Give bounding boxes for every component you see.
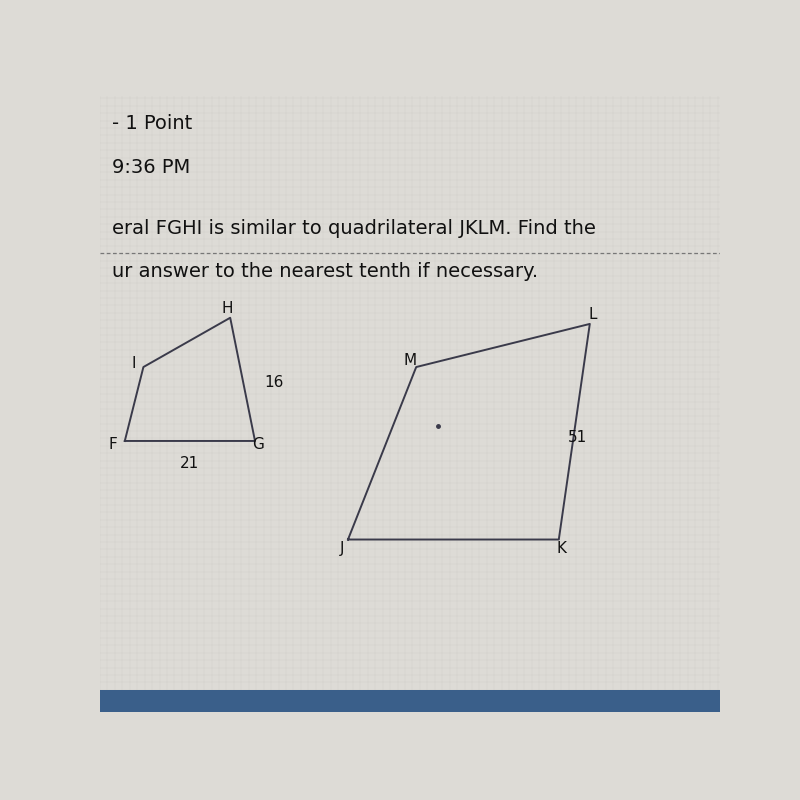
Text: G: G <box>252 437 264 451</box>
Bar <box>100 690 720 712</box>
Text: - 1 Point: - 1 Point <box>112 114 193 134</box>
Text: ur answer to the nearest tenth if necessary.: ur answer to the nearest tenth if necess… <box>112 262 538 282</box>
Text: I: I <box>132 357 136 371</box>
Text: 21: 21 <box>180 456 199 471</box>
Text: J: J <box>339 542 344 556</box>
Text: K: K <box>557 542 567 556</box>
Text: H: H <box>222 301 233 316</box>
Text: M: M <box>403 354 417 368</box>
Text: 16: 16 <box>264 375 284 390</box>
Text: L: L <box>589 307 597 322</box>
Text: eral FGHI is similar to quadrilateral JKLM. Find the: eral FGHI is similar to quadrilateral JK… <box>112 219 596 238</box>
Text: F: F <box>108 437 117 451</box>
Text: 51: 51 <box>568 430 587 446</box>
Text: 9:36 PM: 9:36 PM <box>112 158 190 177</box>
